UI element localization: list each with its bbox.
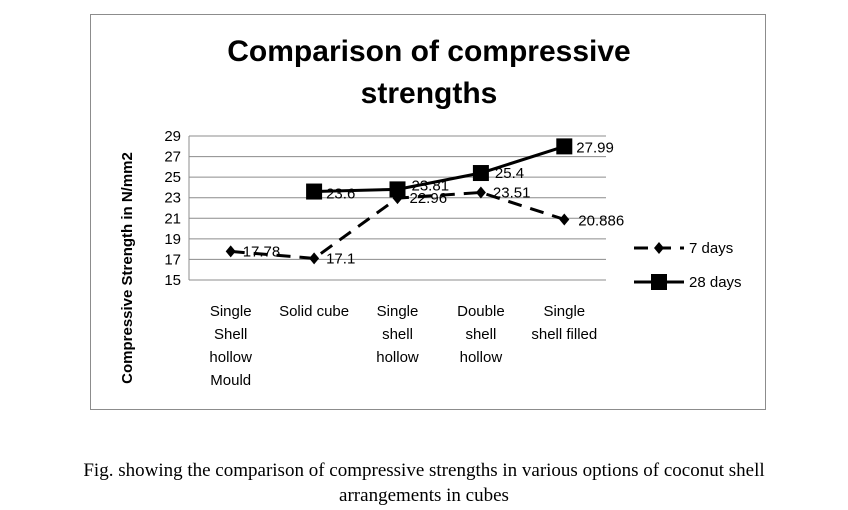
chart-title-line-2: strengths bbox=[361, 77, 498, 110]
data-point-diamond bbox=[559, 213, 570, 226]
x-category-labels: Single Shell hollow Mould Solid cube Single sh… bbox=[209, 303, 597, 389]
data-label: 23.6 bbox=[326, 186, 355, 203]
data-label: 22.96 bbox=[410, 190, 448, 207]
y-tick-label: 19 bbox=[164, 231, 181, 248]
y-tick-label: 23 bbox=[164, 190, 181, 207]
y-tick-label: 29 bbox=[164, 128, 181, 145]
data-point-square bbox=[556, 138, 573, 155]
data-label: 25.4 bbox=[495, 165, 524, 182]
y-tick-label: 25 bbox=[164, 169, 181, 186]
data-point-square bbox=[306, 183, 323, 200]
x-category-label-line: hollow bbox=[209, 349, 252, 366]
legend-marker-square bbox=[651, 274, 667, 290]
legend-label: 7 days bbox=[689, 240, 733, 257]
x-category-label-line: Single bbox=[543, 303, 585, 320]
legend: 7 days 28 days bbox=[634, 240, 742, 291]
chart-frame: Comparison of compressive strengths Comp… bbox=[90, 14, 766, 410]
x-category-label-line: hollow bbox=[460, 349, 503, 366]
series-line-28-days bbox=[314, 144, 565, 194]
x-category-label: Solid cube bbox=[279, 303, 349, 320]
data-labels: 17.78 17.1 22.96 23.51 20.886 23.6 23.81 25.4 27… bbox=[243, 139, 624, 267]
y-tick-labels: 15 17 19 21 23 25 27 29 bbox=[164, 128, 181, 289]
y-tick-label: 21 bbox=[164, 210, 181, 227]
data-point-diamond bbox=[475, 186, 486, 199]
data-point-square bbox=[389, 181, 406, 198]
x-category-label-line: shell bbox=[382, 326, 413, 343]
x-category-label-line: Single bbox=[377, 303, 419, 320]
data-label: 17.1 bbox=[326, 250, 355, 267]
x-category-label-line: hollow bbox=[376, 349, 419, 366]
data-label: 17.78 bbox=[243, 243, 281, 260]
x-category-label-line: Shell bbox=[214, 326, 247, 343]
chart-title-line-1: Comparison of compressive bbox=[227, 35, 630, 68]
x-category-label-line: shell filled bbox=[531, 326, 597, 343]
y-axis-label: Compressive Strength in N/mm2 bbox=[119, 152, 136, 384]
x-category-label-line: Solid cube bbox=[279, 303, 349, 320]
data-point-diamond bbox=[225, 245, 236, 258]
x-category-label-line: Mould bbox=[210, 372, 251, 389]
chart-svg: Comparison of compressive strengths Comp… bbox=[119, 35, 742, 389]
x-category-label-line: Double bbox=[457, 303, 505, 320]
legend-marker-diamond bbox=[654, 242, 664, 254]
data-label: 23.81 bbox=[412, 177, 450, 194]
data-label: 20.886 bbox=[578, 212, 624, 229]
legend-label: 28 days bbox=[689, 274, 742, 291]
y-tick-label: 17 bbox=[164, 251, 181, 268]
caption-line-1: Fig. showing the comparison of compressi… bbox=[83, 460, 765, 481]
y-tick-label: 15 bbox=[164, 272, 181, 289]
y-tick-label: 27 bbox=[164, 149, 181, 166]
data-point-diamond bbox=[309, 252, 320, 265]
x-category-label: Double shell hollow bbox=[457, 303, 505, 366]
data-label: 27.99 bbox=[576, 139, 614, 156]
x-category-label: Single shell filled bbox=[531, 303, 597, 343]
figure-caption: Fig. showing the comparison of compressi… bbox=[0, 458, 848, 508]
x-category-label: Single Shell hollow Mould bbox=[209, 303, 252, 389]
data-point-square bbox=[472, 165, 489, 182]
caption-line-2: arrangements in cubes bbox=[339, 485, 509, 506]
x-category-label: Single shell hollow bbox=[376, 303, 419, 366]
series-layer bbox=[225, 138, 573, 265]
x-category-label-line: Single bbox=[210, 303, 252, 320]
x-category-label-line: shell bbox=[465, 326, 496, 343]
data-label: 23.51 bbox=[493, 184, 531, 201]
